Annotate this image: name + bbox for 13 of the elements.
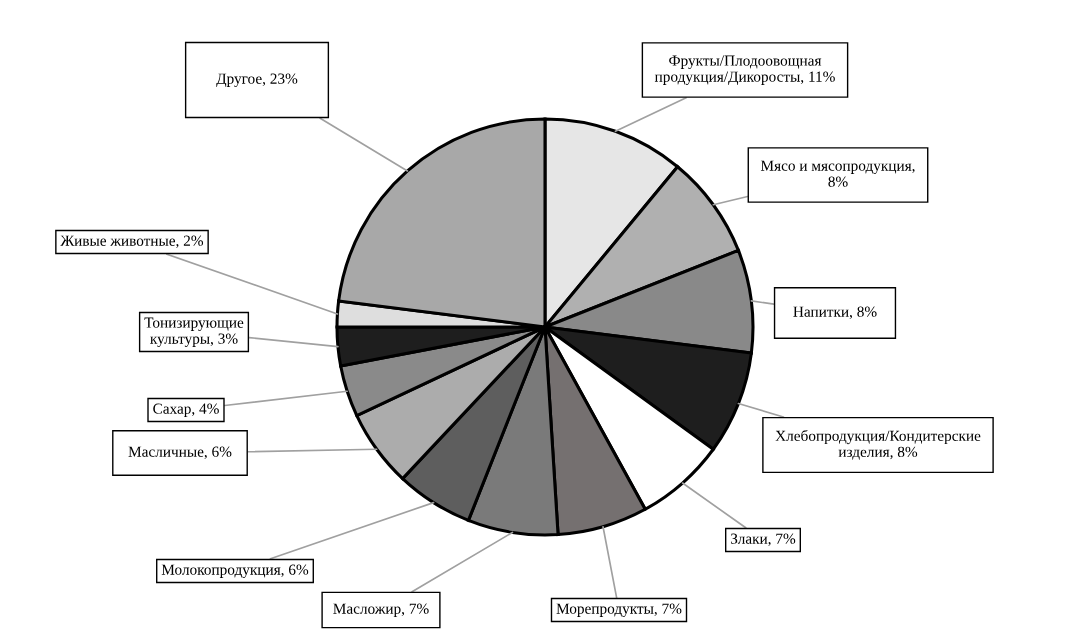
slice-label: Напитки, 8% [793,306,877,320]
slice-label: Мясо и мясопродукция, 8% [760,160,915,187]
slice-label: Тонизирующие культуры, 3% [144,317,244,347]
slice-label: Масличные, 6% [128,446,232,460]
slice-label: Хлебопродукция/Кондитерские изделия, 8% [775,429,981,460]
slice-label: Живые животные, 2% [60,235,204,249]
slice-label: Сахар, 4% [153,403,219,417]
slice-label: Молокопродукция, 6% [161,564,309,578]
slice-label: Другое, 23% [216,73,298,87]
slice-label: Масложир, 7% [333,603,429,617]
slice-label: Морепродукты, 7% [556,603,682,617]
slice-label: Злаки, 7% [731,533,796,547]
slice-label: Фрукты/Плодоовощная продукция/Дикоросты, 11% [654,55,835,85]
